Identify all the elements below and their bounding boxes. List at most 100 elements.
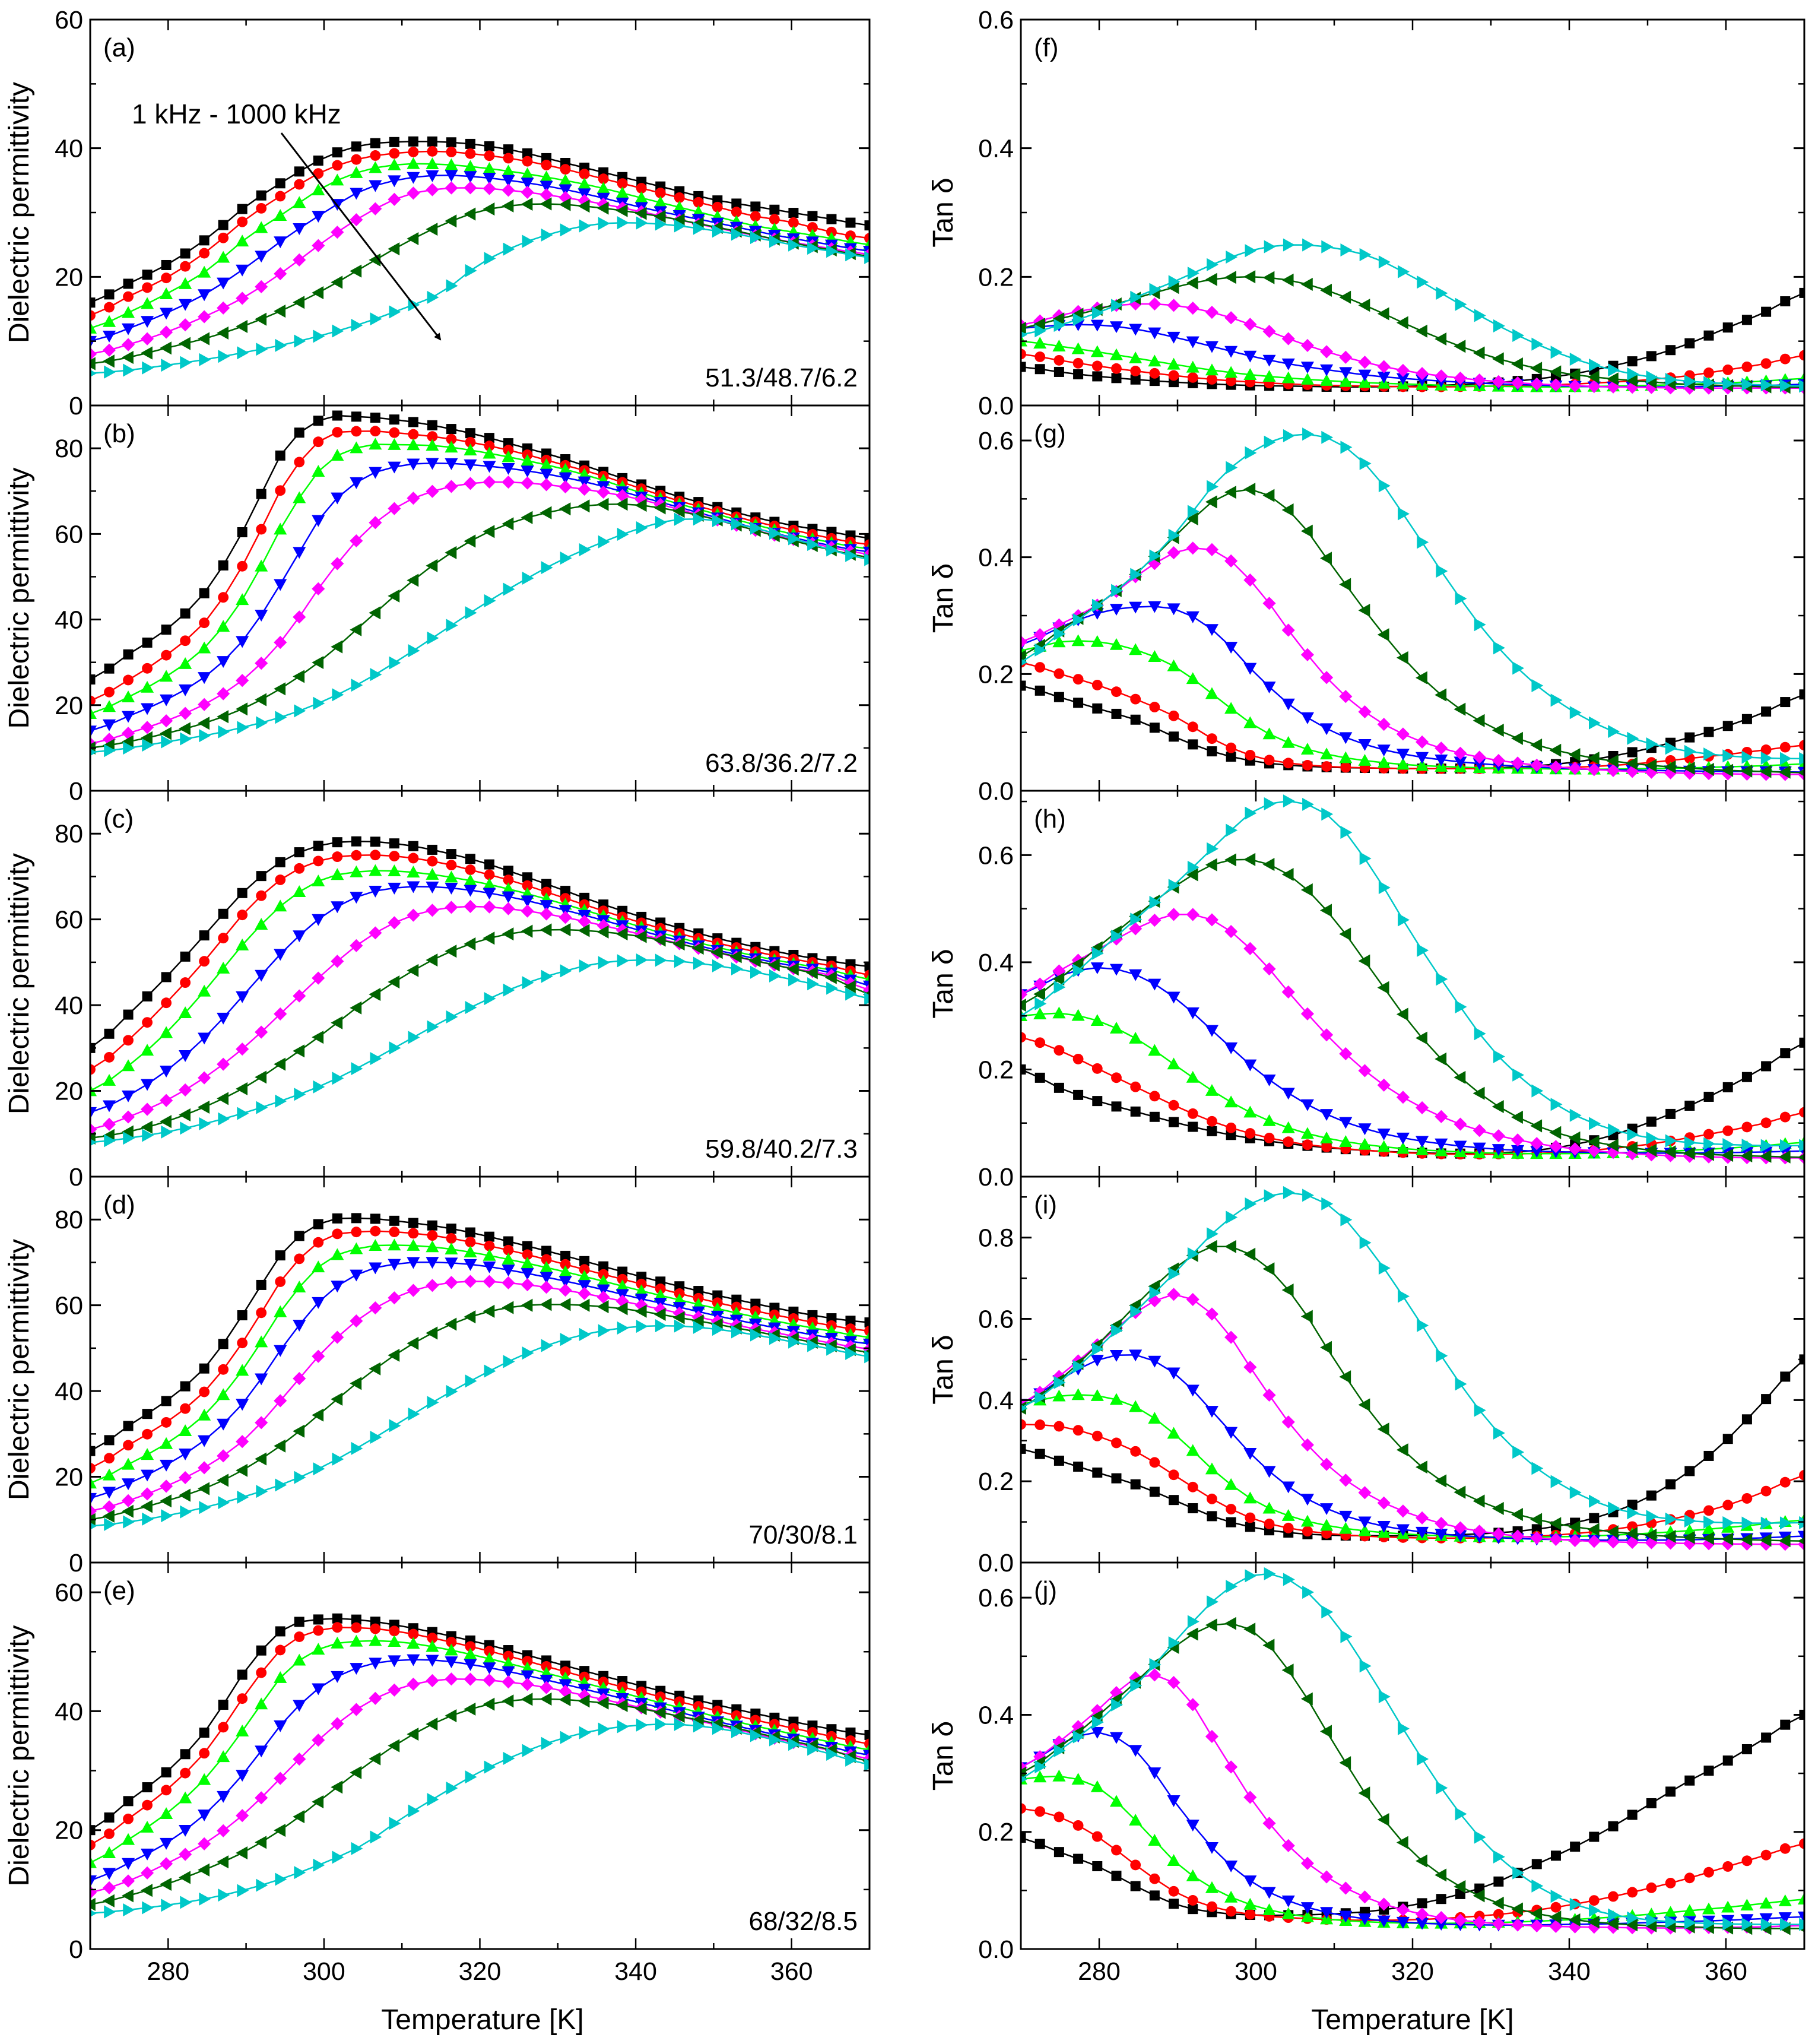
data-point: [1339, 732, 1353, 744]
y-axis-label: Tan δ: [928, 1721, 959, 1791]
data-point: [1186, 672, 1199, 684]
data-point: [1224, 1330, 1238, 1344]
data-point: [388, 975, 400, 989]
data-point: [407, 1257, 420, 1269]
data-point: [141, 1487, 154, 1501]
data-point: [540, 907, 553, 921]
data-point: [446, 619, 458, 632]
data-point: [293, 1372, 306, 1386]
data-point: [1759, 1149, 1772, 1163]
data-point: [141, 332, 154, 346]
data-point: [1207, 842, 1219, 855]
data-point: [1722, 1500, 1734, 1511]
data-point: [503, 1236, 514, 1247]
data-point: [1092, 703, 1103, 714]
data-point: [1378, 479, 1391, 493]
data-point: [313, 1462, 325, 1476]
data-point: [426, 1279, 439, 1292]
data-point: [693, 1320, 705, 1334]
data-point: [1205, 1307, 1219, 1321]
data-point: [274, 236, 287, 249]
data-point: [1473, 1494, 1485, 1508]
data-point: [1455, 1377, 1467, 1391]
data-point: [1339, 1881, 1353, 1895]
data-point: [807, 538, 819, 552]
data-point: [1262, 858, 1275, 872]
data-point: [1149, 1873, 1160, 1884]
data-point: [1741, 315, 1752, 325]
series-1000-khz: [90, 1717, 869, 1919]
data-point: [1454, 1913, 1467, 1927]
data-point: [350, 534, 363, 548]
data-point: [123, 649, 134, 660]
data-point: [351, 679, 363, 692]
data-point: [1243, 1897, 1257, 1910]
data-point: [1703, 1515, 1716, 1529]
data-point: [560, 164, 571, 175]
data-point: [674, 955, 686, 968]
data-point: [1339, 751, 1353, 763]
data-point: [90, 347, 97, 361]
data-point: [1243, 1247, 1256, 1261]
data-point: [1358, 369, 1372, 382]
data-point: [1148, 1668, 1162, 1682]
data-point: [1646, 1490, 1656, 1501]
data-point: [521, 1256, 534, 1269]
data-point: [408, 417, 418, 427]
data-point: [1205, 363, 1219, 376]
data-point: [1224, 1095, 1238, 1108]
series-f4: [90, 1654, 869, 1887]
data-point: [199, 930, 210, 941]
data-point: [483, 1652, 496, 1664]
data-point: [653, 1303, 667, 1316]
data-point: [445, 1276, 458, 1289]
data-point: [1186, 1869, 1199, 1881]
data-point: [1339, 1117, 1353, 1129]
data-point: [826, 1342, 839, 1356]
data-point: [217, 1824, 230, 1837]
data-point: [1416, 752, 1429, 764]
data-point: [464, 477, 477, 490]
data-point: [693, 956, 705, 970]
y-tick-label: 0.0: [978, 777, 1014, 806]
data-point: [1149, 1286, 1162, 1300]
data-point: [293, 253, 306, 267]
data-point: [90, 725, 97, 738]
data-point: [1797, 1911, 1804, 1923]
data-point: [1300, 743, 1314, 755]
data-point: [179, 1006, 192, 1018]
data-point: [142, 637, 153, 648]
y-tick-label: 20: [55, 692, 83, 720]
data-point: [218, 725, 230, 739]
data-point: [1358, 1786, 1370, 1800]
data-point: [558, 1284, 572, 1297]
data-point: [1627, 1887, 1638, 1898]
data-point: [160, 1459, 173, 1472]
data-point: [332, 1213, 342, 1224]
data-point: [845, 1753, 858, 1767]
data-point: [274, 579, 287, 591]
data-point: [1224, 853, 1236, 867]
data-point: [1052, 312, 1065, 326]
data-point: [179, 706, 192, 720]
data-point: [369, 467, 382, 479]
data-point: [236, 1399, 249, 1411]
data-point: [1091, 680, 1103, 690]
data-point: [1589, 1494, 1601, 1508]
data-point: [769, 214, 780, 225]
data-point: [558, 472, 572, 484]
data-point: [1473, 758, 1486, 771]
data-point: [1550, 1850, 1561, 1861]
data-point: [1646, 370, 1658, 384]
data-point: [521, 1678, 534, 1691]
data-point: [1435, 741, 1448, 755]
plot-area: [1021, 1567, 1804, 1935]
frequency-arrow: [280, 132, 442, 341]
data-point: [634, 191, 648, 204]
data-point: [1090, 962, 1104, 975]
data-point: [1300, 712, 1314, 724]
data-point: [1608, 1821, 1619, 1831]
data-point: [388, 461, 401, 474]
data-point: [1091, 598, 1104, 612]
